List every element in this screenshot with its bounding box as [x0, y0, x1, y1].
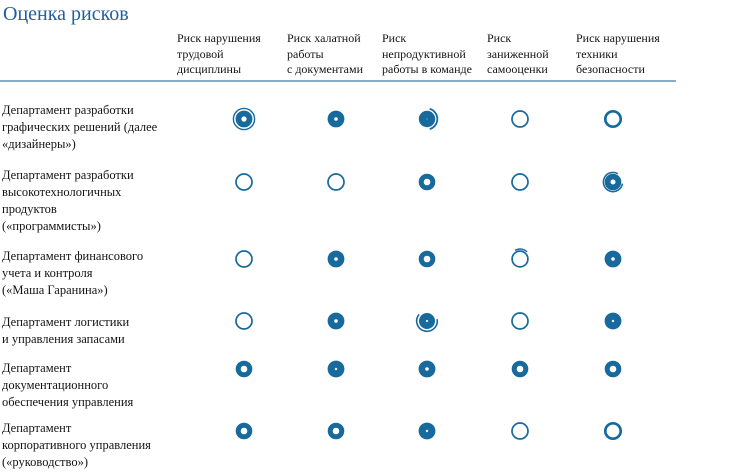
rating-mark-filled-dot-icon: [324, 357, 348, 381]
rating-mark-circle-outline-medium-icon: [601, 419, 625, 443]
rating-mark-ring-heavy-icon: [324, 107, 348, 131]
rating-mark-circle-outline-thin-icon: [232, 309, 256, 333]
column-header: Риск непродуктивной работы в команде: [382, 31, 472, 76]
row-label: Департамент финансового учета и контроля…: [2, 249, 144, 297]
column-header: Риск заниженной самооценки: [487, 31, 549, 76]
rating-mark-ring-heavy-icon: [601, 247, 625, 271]
rating-mark-ring-double-outline-icon: [232, 107, 256, 131]
rating-mark-ring-bold-icon: [415, 247, 439, 271]
rating-mark-circle-outline-thin-icon: [508, 107, 532, 131]
rating-mark-outline-top-arc-icon: [508, 247, 532, 271]
rating-mark-circle-outline-thin-icon: [232, 170, 256, 194]
column-header: Риск нарушения техники безопасности: [576, 31, 660, 76]
row-label: Департамент документационного обеспечени…: [2, 361, 134, 409]
rating-mark-ring-heavy-icon: [415, 357, 439, 381]
rating-mark-filled-dot-swirl-icon: [415, 309, 439, 333]
row-label: Департамент разработки высокотехнологичн…: [2, 168, 134, 233]
rating-mark-ring-heavy-swirl-icon: [601, 170, 625, 194]
column-header: Риск нарушения трудовой дисциплины: [177, 31, 261, 76]
row-label: Департамент логистики и управления запас…: [2, 315, 130, 346]
row-label: Департамент разработки графических решен…: [2, 103, 158, 151]
rating-mark-ring-bold-icon: [324, 419, 348, 443]
rating-mark-ring-bold-icon: [232, 357, 256, 381]
rating-mark-ring-bold-icon: [232, 419, 256, 443]
rating-mark-ring-bold-icon: [415, 170, 439, 194]
rating-mark-filled-dot-icon: [601, 309, 625, 333]
header-divider-line: [0, 80, 676, 82]
rating-mark-ring-bold-icon: [601, 357, 625, 381]
rating-mark-circle-outline-thin-icon: [508, 419, 532, 443]
row-label: Департамент корпоративного управления («…: [2, 421, 151, 469]
rating-mark-circle-outline-medium-icon: [601, 107, 625, 131]
rating-mark-circle-outline-thin-icon: [324, 170, 348, 194]
rating-mark-circle-outline-thin-icon: [508, 170, 532, 194]
column-header: Риск халатной работы с документами: [287, 31, 364, 76]
rating-mark-filled-outer-arc-icon: [415, 107, 439, 131]
rating-mark-ring-bold-icon: [508, 357, 532, 381]
rating-mark-filled-dot-icon: [415, 419, 439, 443]
rating-mark-ring-heavy-icon: [324, 247, 348, 271]
rating-mark-circle-outline-thin-icon: [232, 247, 256, 271]
rating-mark-circle-outline-thin-icon: [508, 309, 532, 333]
rating-mark-ring-heavy-icon: [324, 309, 348, 333]
page-title: Оценка рисков: [3, 3, 129, 25]
